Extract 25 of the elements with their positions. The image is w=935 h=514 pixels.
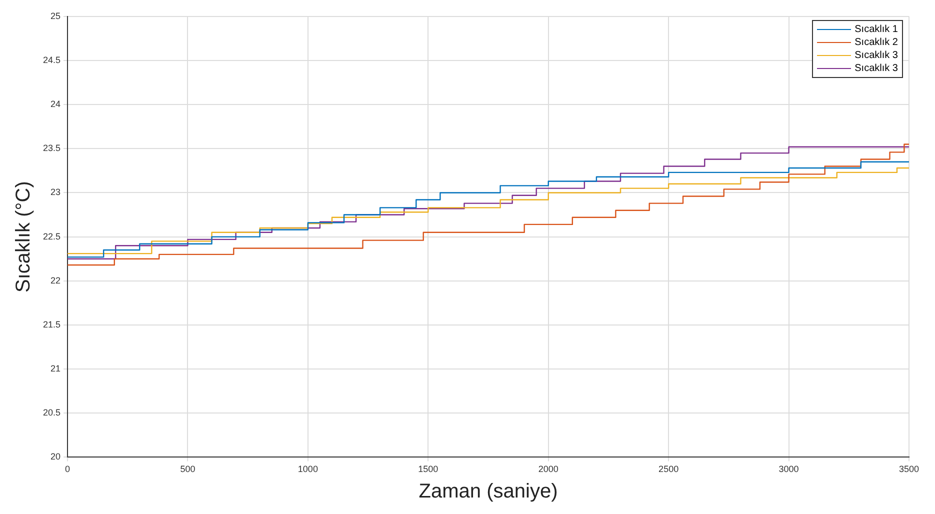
x-tick-label: 1500 [418,464,438,474]
y-tick-label: 24 [50,99,61,110]
y-tick-label: 25 [50,10,61,21]
legend-label: Sıcaklık 3 [854,49,898,62]
y-tick-label: 21 [50,364,61,374]
x-tick-label: 2000 [538,464,558,474]
y-axis-title: Sıcaklık (°C) [12,181,35,292]
x-tick-label: 2500 [658,464,679,474]
y-tick-label: 21.5 [42,319,61,330]
y-tick-label: 23.5 [42,143,61,154]
y-tick-label: 20.5 [42,408,61,418]
y-tick-label: 20 [50,452,61,462]
x-tick-label: 1000 [298,464,318,474]
legend-label: Sıcaklık 2 [854,36,898,49]
legend-label: Sıcaklık 3 [854,62,898,75]
x-axis-title: Zaman (saniye) [418,480,558,503]
y-tick-label: 22.5 [42,231,61,242]
y-tick-label: 24.5 [42,54,61,65]
x-tick-label: 500 [180,464,196,474]
y-tick-label: 23 [50,187,61,198]
legend-label: Sıcaklık 1 [854,23,898,36]
x-tick-label: 0 [65,464,70,474]
y-tick-label: 22 [50,275,61,286]
x-tick-label: 3500 [898,464,920,474]
x-tick-label: 3000 [778,464,799,474]
